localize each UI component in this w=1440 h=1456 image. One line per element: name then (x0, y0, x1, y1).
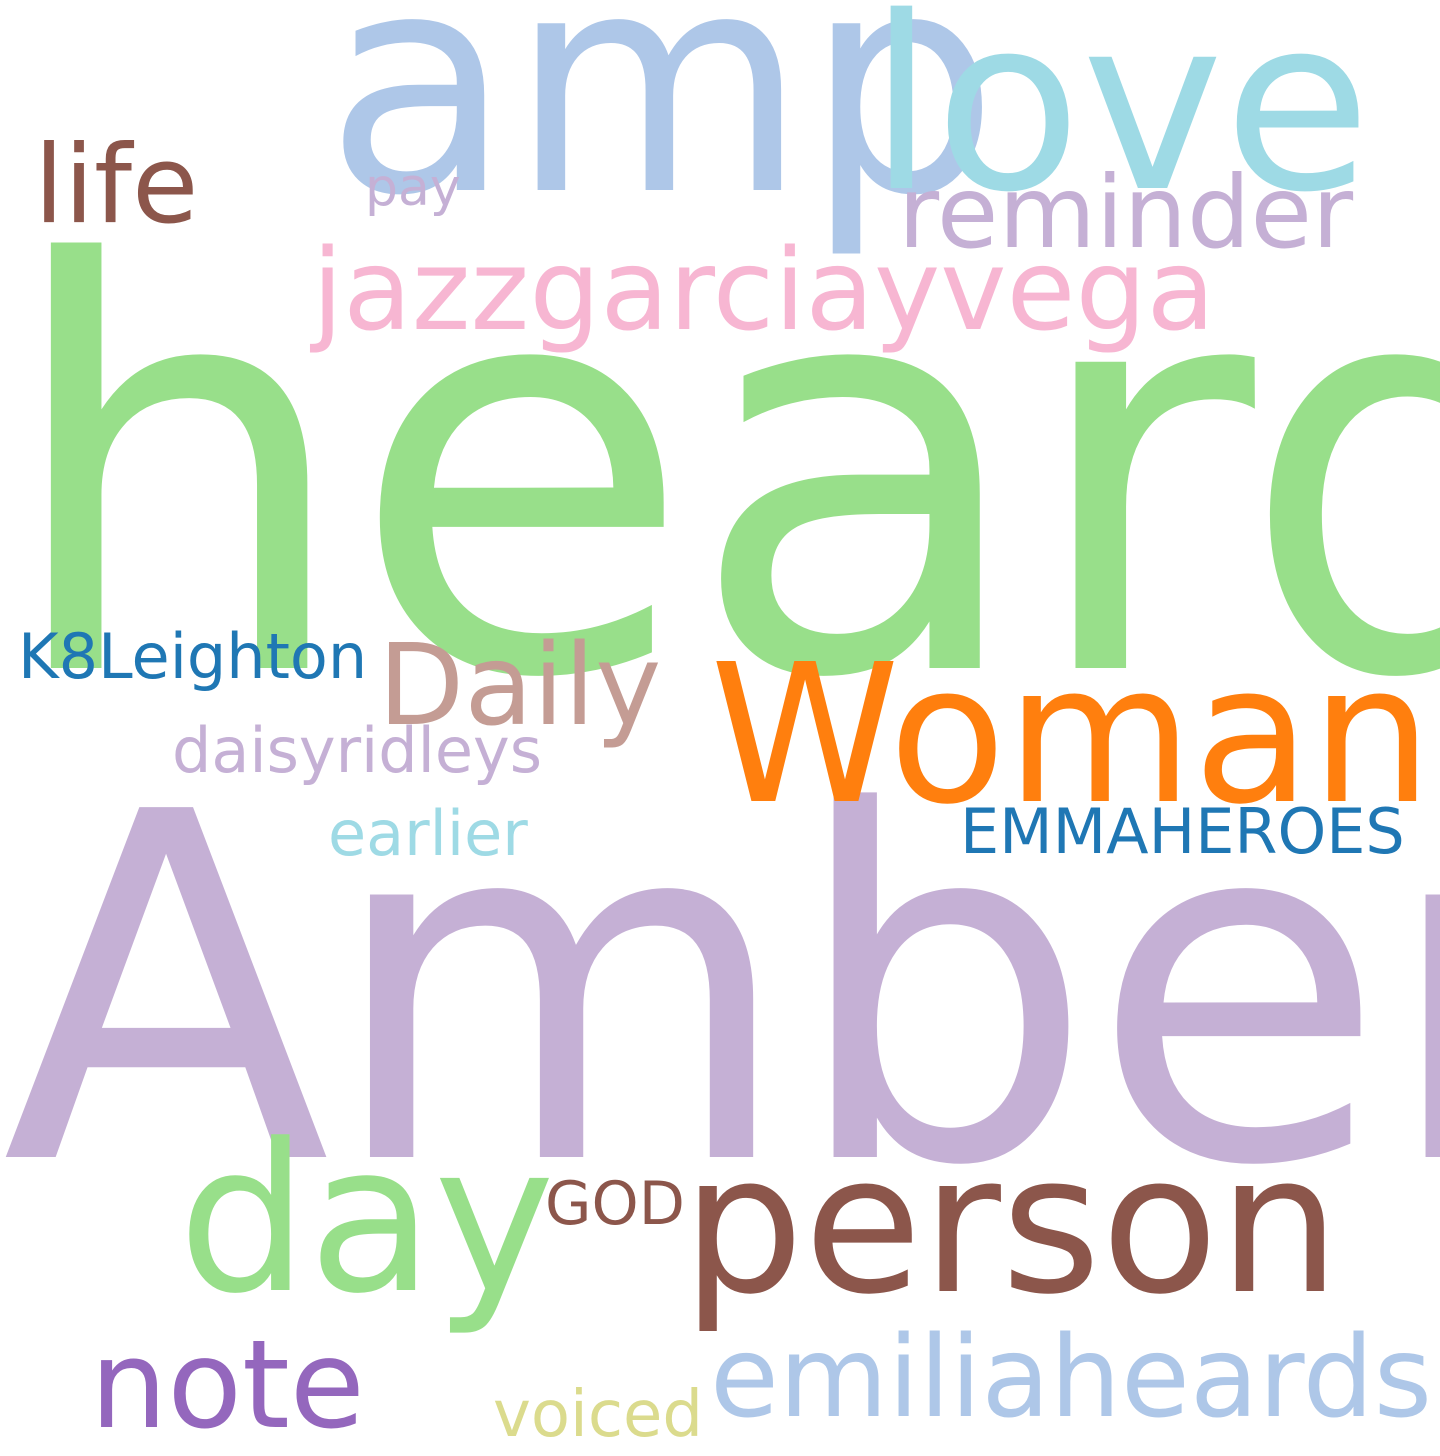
word-k8leighton: K8Leighton (18, 620, 368, 693)
word-pay: pay (365, 158, 461, 218)
word-god: GOD (545, 1169, 685, 1239)
word-note: note (90, 1314, 365, 1456)
word-emiliaheards: emiliaheards (710, 1313, 1433, 1443)
word-emmaheroes: EMMAHEROES (960, 795, 1405, 868)
word-life: life (34, 123, 199, 248)
word-day: day (178, 1101, 556, 1339)
word-daisyridleys: daisyridleys (172, 714, 543, 787)
word-heard: heard (0, 149, 1440, 801)
word-jazzgarciayvega: jazzgarciayvega (312, 226, 1216, 356)
word-voiced: voiced (493, 1378, 703, 1452)
word-person: person (682, 1114, 1341, 1337)
word-love: love (868, 0, 1372, 245)
word-amp: amp (325, 0, 999, 262)
word-daily: Daily (378, 621, 662, 751)
word-woman: Woman (710, 624, 1433, 847)
word-earlier: earlier (328, 797, 528, 870)
word-reminder: reminder (898, 154, 1354, 271)
word-amber: Amber (2, 712, 1440, 1271)
